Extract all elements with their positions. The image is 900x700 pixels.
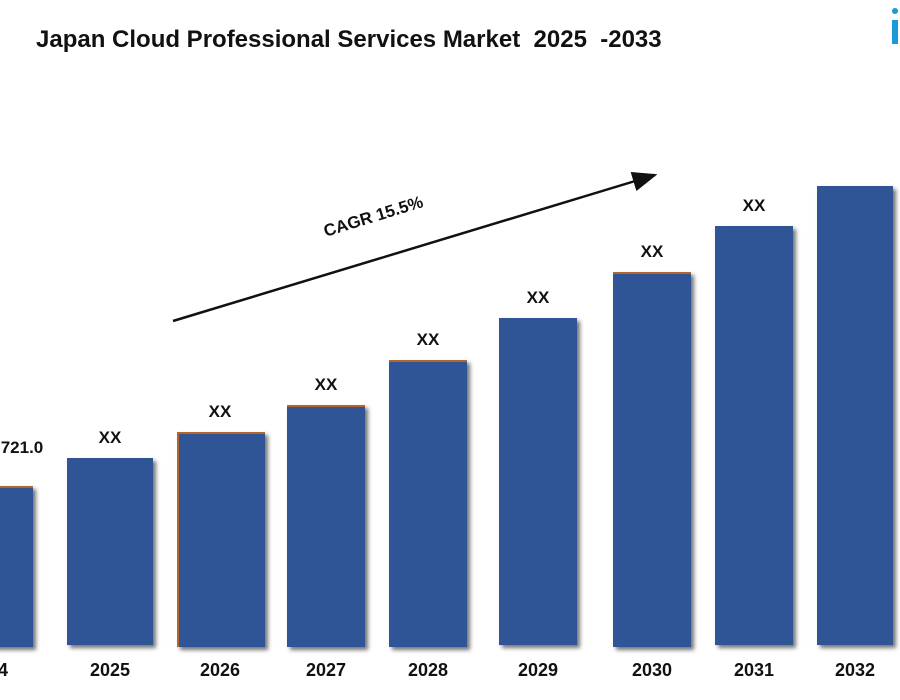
bar-2024 xyxy=(0,486,33,647)
company-logo xyxy=(892,8,898,58)
x-tick-2027: 2027 xyxy=(305,660,347,680)
data-label-2025: XX xyxy=(98,427,122,447)
data-label-2028: XX xyxy=(416,330,440,350)
bar-2026 xyxy=(177,431,265,647)
data-label-2027: XX xyxy=(314,375,338,395)
bar-2028 xyxy=(389,360,467,647)
x-tick-2032: 2032 xyxy=(834,660,876,680)
data-label-2026: XX xyxy=(208,401,232,421)
data-label-2024: 721.0 xyxy=(0,438,44,457)
x-tick-2031: 2031 xyxy=(733,660,775,680)
bar-2025 xyxy=(67,457,153,645)
x-tick-2028: 2028 xyxy=(407,660,449,680)
bar-2032 xyxy=(817,186,893,645)
chart-title: Japan Cloud Professional Services Market… xyxy=(36,26,662,53)
x-tick-2026: 2026 xyxy=(199,660,241,680)
x-tick-2029: 2029 xyxy=(517,660,559,680)
x-tick-2030: 2030 xyxy=(631,660,673,680)
data-label-2030: XX xyxy=(640,242,664,262)
data-label-2031: XX xyxy=(742,195,766,215)
bar-2027 xyxy=(287,405,365,647)
bar-2031 xyxy=(715,225,793,645)
data-label-2029: XX xyxy=(526,287,550,307)
bar-2029 xyxy=(499,317,577,645)
x-tick-2024: 2024 xyxy=(0,660,9,680)
x-tick-2025: 2025 xyxy=(89,660,131,680)
bar-2030 xyxy=(613,272,691,647)
